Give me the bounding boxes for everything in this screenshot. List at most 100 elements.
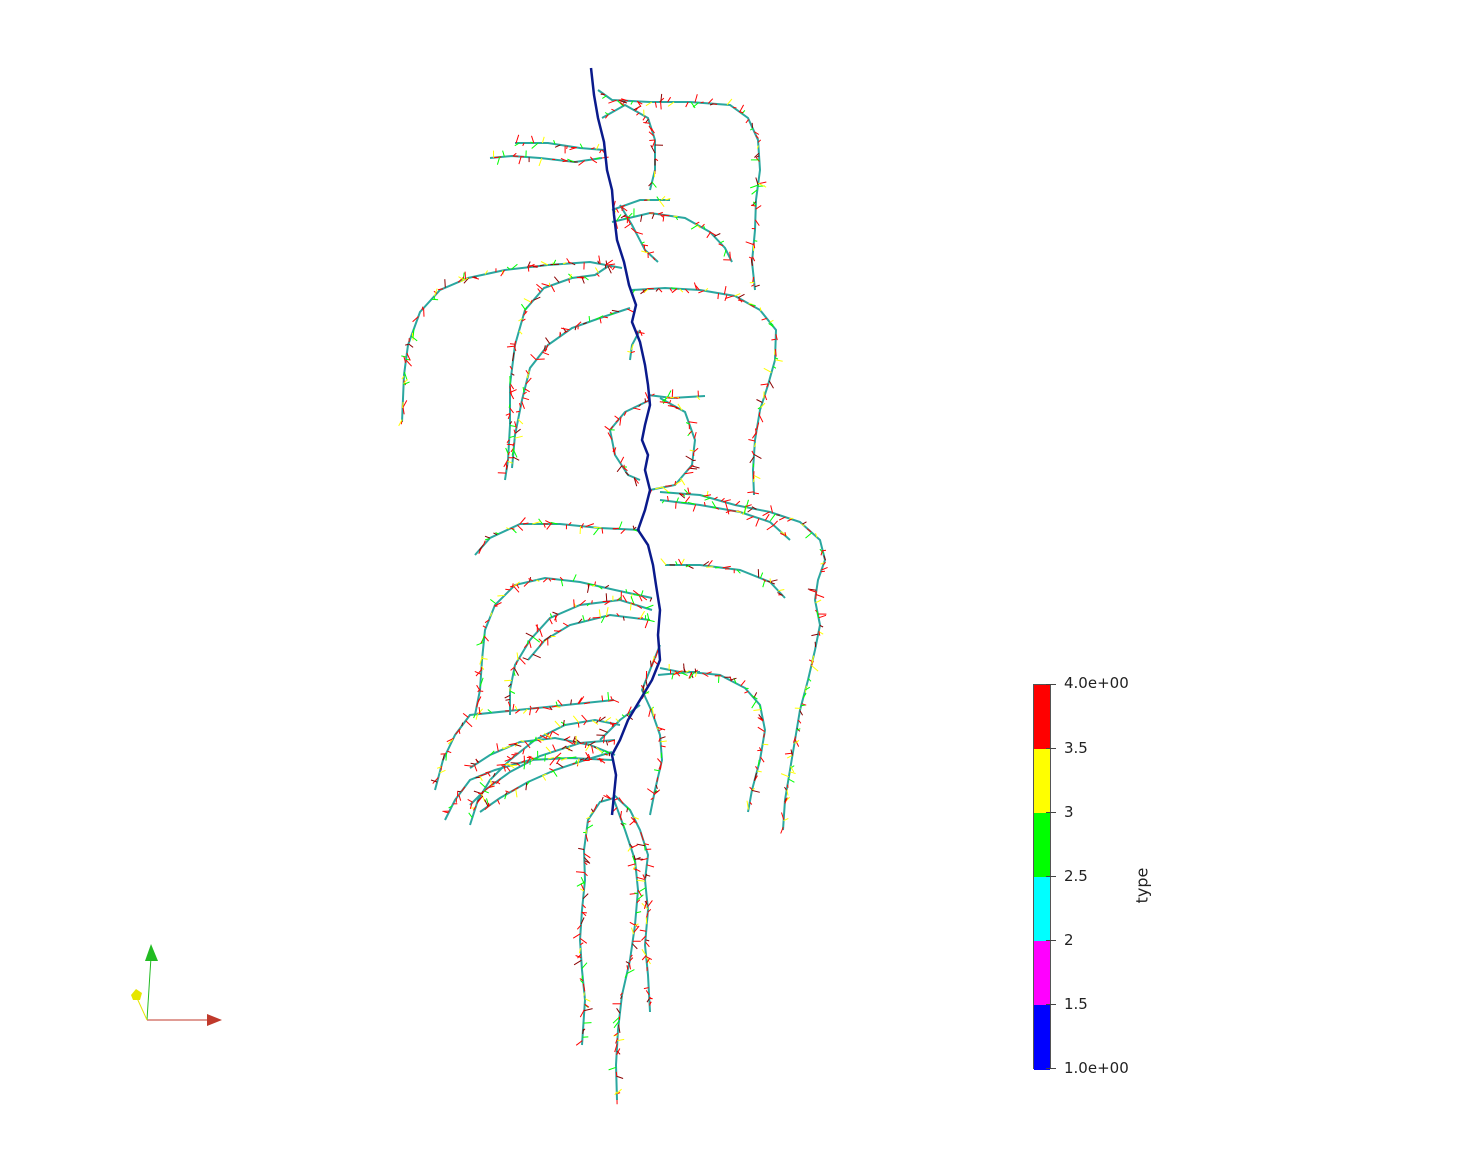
fine-root (769, 513, 776, 522)
fine-root (806, 528, 812, 533)
fine-root (535, 624, 540, 631)
fine-root (756, 422, 760, 431)
fine-root (784, 786, 788, 791)
fine-root (573, 959, 582, 966)
fine-root (684, 496, 691, 504)
fine-root (751, 694, 758, 700)
fine-root (678, 493, 686, 499)
fine-root (487, 709, 493, 714)
fine-root (750, 204, 756, 207)
fine-root (657, 726, 666, 731)
fine-root (528, 578, 534, 582)
fine-root (760, 756, 765, 763)
fine-root (613, 1020, 620, 1029)
fine-root (695, 285, 700, 291)
fine-root (722, 565, 731, 569)
fine-root (689, 467, 698, 470)
fine-root (532, 266, 538, 268)
fine-root (784, 532, 787, 537)
fine-root (574, 326, 577, 331)
fine-root (722, 499, 731, 503)
fine-root (651, 658, 655, 667)
fine-root (580, 917, 585, 925)
fine-root (594, 581, 596, 586)
fine-root (510, 527, 515, 530)
fine-root (659, 97, 665, 103)
fine-root (636, 112, 640, 116)
fine-root (687, 487, 690, 495)
fine-root (640, 858, 648, 861)
fine-root (741, 110, 746, 114)
fine-root (583, 1022, 592, 1024)
fine-root (571, 262, 576, 266)
fine-root (431, 298, 439, 301)
fine-root (529, 761, 531, 765)
fine-root (505, 588, 511, 591)
fine-root (689, 449, 694, 452)
fine-root (627, 350, 632, 353)
fine-root (652, 257, 656, 261)
fine-root (615, 208, 619, 213)
fine-root (584, 756, 589, 761)
fine-root (709, 231, 717, 237)
fine-root (749, 456, 755, 464)
fine-root (484, 538, 490, 541)
fine-root (612, 1016, 620, 1024)
fine-root (496, 778, 501, 785)
fine-root (474, 670, 482, 675)
fine-root (632, 855, 636, 864)
lateral-root (469, 739, 616, 806)
fine-root (562, 160, 567, 163)
fine-root (465, 720, 473, 728)
fine-root (778, 589, 785, 592)
fine-root (496, 781, 501, 785)
fine-root (626, 806, 631, 811)
fine-root (640, 590, 644, 596)
fine-root (572, 715, 580, 724)
fine-root (630, 844, 638, 849)
fine-root (773, 520, 778, 526)
fine-root (756, 145, 759, 149)
fine-root (660, 93, 663, 103)
fine-root (538, 158, 543, 167)
fine-root (749, 801, 753, 805)
fine-root (542, 706, 551, 710)
fine-root (642, 244, 649, 247)
fine-root (636, 879, 646, 882)
fine-root (517, 524, 524, 531)
fine-root (412, 328, 415, 338)
fine-root (595, 315, 604, 321)
fine-root (561, 757, 568, 761)
lateral-root (474, 523, 641, 556)
fine-root (821, 566, 828, 571)
fine-root (641, 955, 647, 961)
fine-root (631, 927, 635, 935)
fine-root (618, 99, 628, 104)
lateral-root (657, 670, 767, 813)
fine-root (525, 370, 529, 375)
fine-root (762, 578, 767, 582)
lateral-root (511, 307, 631, 469)
fine-root (713, 233, 721, 237)
fine-root (469, 802, 473, 809)
fine-root (617, 100, 624, 107)
fine-root (660, 558, 667, 566)
fine-root (597, 260, 600, 264)
fine-root (646, 864, 655, 868)
fine-root (739, 104, 745, 113)
fine-root (703, 561, 710, 566)
fine-root (758, 412, 761, 416)
fine-root (735, 500, 741, 506)
fine-root (633, 594, 640, 596)
fine-root (513, 449, 518, 458)
orientation-axes-widget[interactable] (120, 935, 240, 1045)
fine-root (759, 307, 762, 312)
colorbar-segment (1034, 877, 1050, 942)
fine-root (596, 273, 600, 277)
fine-root (402, 402, 404, 408)
fine-root (755, 155, 760, 159)
fine-root (585, 834, 589, 842)
fine-root (477, 708, 483, 715)
